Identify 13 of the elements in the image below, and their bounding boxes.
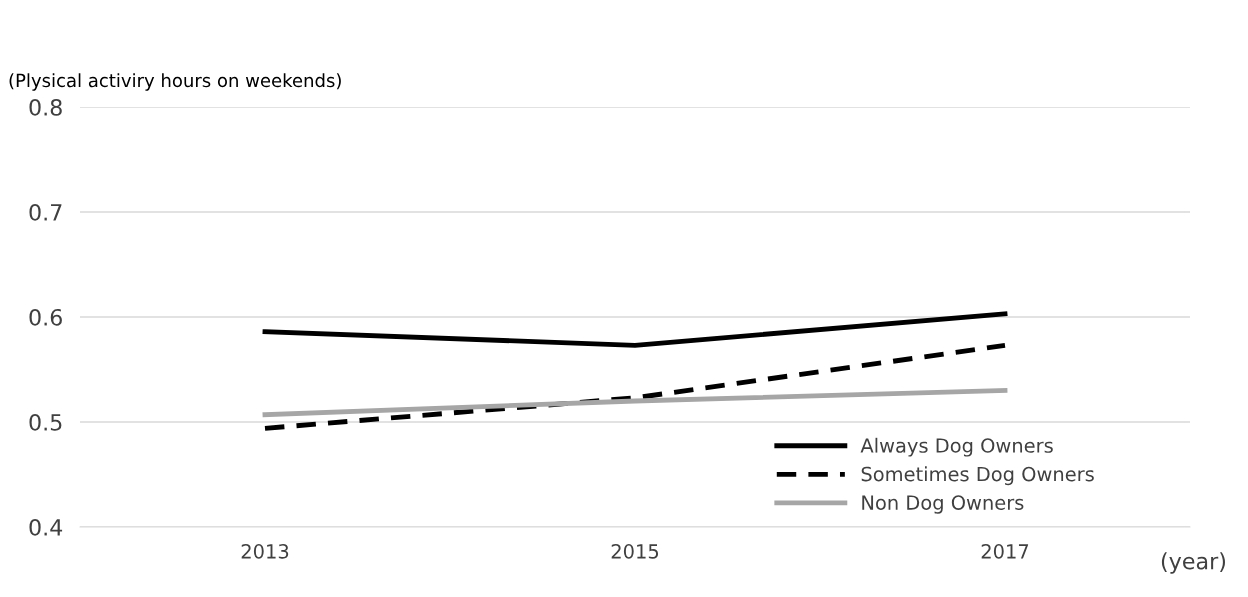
y-tick-label: 0.6 (29, 308, 62, 326)
x-tick-label: 2015 (611, 544, 659, 559)
y-tick-label: 0.5 (29, 413, 62, 431)
y-tick-label: 0.4 (29, 518, 63, 536)
y-axis-title: (Plysical activiry hours on weekends) (9, 73, 341, 91)
legend-label: Non Dog Owners (862, 495, 1024, 514)
legend-label: Sometimes Dog Owners (861, 466, 1094, 486)
x-tick-label: 2013 (241, 544, 289, 559)
y-tick-label: 0.8 (29, 98, 62, 116)
y-tick-label: 0.7 (29, 203, 62, 221)
x-axis-title: (year) (1161, 552, 1226, 574)
legend-label: Always Dog Owners (860, 437, 1053, 457)
x-tick-label: 2017 (981, 544, 1029, 559)
